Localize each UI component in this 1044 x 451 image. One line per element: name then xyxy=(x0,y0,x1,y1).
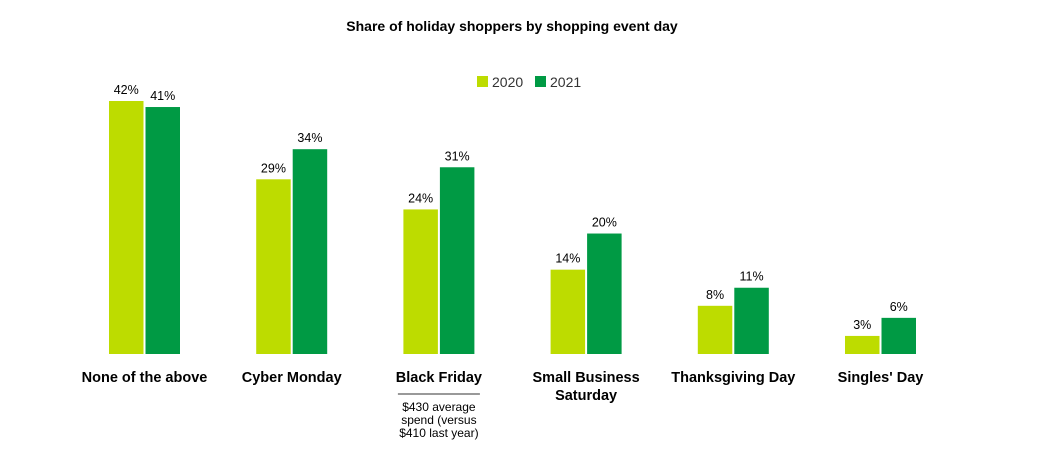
category-label-small-business-saturday: Small Business Saturday xyxy=(533,370,640,404)
value-label-small-business-saturday-2021: 20% xyxy=(592,216,617,230)
bar-none-of-the-above-2020 xyxy=(109,101,144,354)
category-label-thanksgiving-day: Thanksgiving Day xyxy=(671,370,795,386)
value-label-singles-day-2020: 3% xyxy=(853,318,871,332)
category-label-none-of-the-above: None of the above xyxy=(82,370,208,386)
legend-swatch-2021 xyxy=(535,76,546,87)
bar-thanksgiving-day-2021 xyxy=(734,287,769,354)
bar-singles-day-2020 xyxy=(845,335,880,354)
value-label-singles-day-2021: 6% xyxy=(890,300,908,314)
legend-label-2020: 2020 xyxy=(492,74,523,90)
legend: 2020 2021 xyxy=(477,74,581,90)
category-label-singles-day: Singles' Day xyxy=(838,370,924,386)
category-labels: None of the above Cyber Monday Black Frida… xyxy=(82,370,924,404)
category-label-black-friday: Black Friday xyxy=(396,370,482,386)
category-label-cyber-monday: Cyber Monday xyxy=(242,370,342,386)
value-label-black-friday-2021: 31% xyxy=(445,149,470,163)
value-label-none-of-the-above-2020: 42% xyxy=(114,83,139,97)
value-label-small-business-saturday-2020: 14% xyxy=(555,252,580,266)
legend-label-2021: 2021 xyxy=(550,74,581,90)
bar-thanksgiving-day-2020 xyxy=(697,305,733,354)
legend-swatch-2020 xyxy=(477,76,488,87)
value-label-thanksgiving-day-2020: 8% xyxy=(706,288,724,302)
bar-none-of-the-above-2021 xyxy=(145,107,180,355)
bar-cyber-monday-2020 xyxy=(256,179,291,354)
annotation-line-1: $430 average xyxy=(402,400,476,414)
annotation-line-3: $410 last year) xyxy=(399,426,478,440)
bar-small-business-saturday-2020 xyxy=(550,269,586,354)
bars xyxy=(109,101,916,355)
bar-singles-day-2021 xyxy=(881,317,916,354)
bar-black-friday-2020 xyxy=(403,209,438,354)
value-label-black-friday-2020: 24% xyxy=(408,191,433,205)
value-label-cyber-monday-2020: 29% xyxy=(261,161,286,175)
bar-black-friday-2021 xyxy=(439,167,475,354)
value-label-cyber-monday-2021: 34% xyxy=(297,131,322,145)
bar-small-business-saturday-2021 xyxy=(587,233,622,354)
value-labels: 42% 41% 29% 34% 24% 31% 14% 20% 8% 11% 3% 6% xyxy=(114,83,908,332)
value-label-none-of-the-above-2021: 41% xyxy=(150,89,175,103)
annotation-line-2: spend (versus xyxy=(401,413,476,427)
chart-title: Share of holiday shoppers by shopping ev… xyxy=(346,18,678,34)
bar-cyber-monday-2021 xyxy=(292,149,328,354)
value-label-thanksgiving-day-2021: 11% xyxy=(740,270,764,284)
